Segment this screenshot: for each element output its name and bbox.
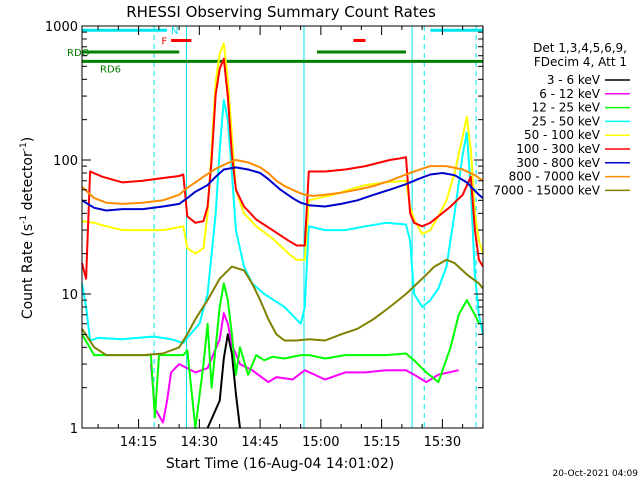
flag-label: N xyxy=(171,26,178,37)
y-tick-label: 1000 xyxy=(45,20,78,35)
legend-label: 3 - 6 keV xyxy=(547,73,601,87)
y-axis-label-exp: -1 xyxy=(19,215,29,224)
flag-label: RD6 xyxy=(100,64,121,75)
y-axis-label: Count Rate (s-1 detector-1) xyxy=(19,137,36,319)
plot-frame xyxy=(81,25,484,429)
x-tick-label: 15:00 xyxy=(302,435,339,450)
flag-label: RDO xyxy=(67,48,90,59)
x-tick-label: 15:30 xyxy=(424,435,461,450)
legend: Det 1,3,4,5,6,9, FDecim 4, Att 1 3 - 6 k… xyxy=(493,41,630,197)
x-tick-label: 15:15 xyxy=(363,435,400,450)
y-tick-label: 100 xyxy=(53,154,78,169)
legend-label: 300 - 800 keV xyxy=(516,156,600,170)
series-line xyxy=(81,258,484,357)
y-tick-label: 10 xyxy=(61,288,78,303)
x-axis-label: Start Time (16-Aug-04 14:01:02) xyxy=(166,456,394,472)
y-axis-label-part: Count Rate (s xyxy=(20,224,36,319)
series-line xyxy=(81,99,484,345)
series-line xyxy=(81,42,484,261)
series-line xyxy=(81,282,480,429)
series-line xyxy=(206,333,241,429)
flag-label: F xyxy=(161,36,167,47)
legend-header: FDecim 4, Att 1 xyxy=(534,55,627,69)
timestamp: 20-Oct-2021 04:09 xyxy=(553,469,639,479)
legend-label: 50 - 100 keV xyxy=(524,128,601,142)
y-axis-label-part: detector xyxy=(20,151,36,215)
x-axis: 14:15 14:30 14:45 15:00 15:15 15:30 xyxy=(97,26,484,450)
y-tick-label: 1 xyxy=(70,422,78,437)
legend-header: Det 1,3,4,5,6,9, xyxy=(533,41,627,55)
legend-label: 100 - 300 keV xyxy=(516,142,600,156)
x-tick-label: 14:15 xyxy=(120,435,157,450)
legend-label: 6 - 12 keV xyxy=(539,87,601,101)
y-axis-label-part: ) xyxy=(20,137,36,142)
plot-area xyxy=(81,26,477,428)
series-line xyxy=(81,159,484,205)
series-layer xyxy=(81,42,484,429)
flag-layer: NF RDO RD6 xyxy=(67,26,483,75)
legend-label: 25 - 50 keV xyxy=(532,114,601,128)
series-line xyxy=(81,57,484,280)
y-axis-label-exp: -1 xyxy=(19,142,29,151)
x-tick-label: 14:30 xyxy=(181,435,218,450)
series-line xyxy=(149,312,459,424)
y-axis: 1 10 100 1000 xyxy=(45,20,483,437)
series-line xyxy=(81,166,484,212)
legend-label: 7000 - 15000 keV xyxy=(493,183,600,197)
x-tick-label: 14:45 xyxy=(241,435,278,450)
chart-title: RHESSI Observing Summary Count Rates xyxy=(126,3,436,21)
legend-label: 12 - 25 keV xyxy=(532,101,601,115)
legend-label: 800 - 7000 keV xyxy=(509,170,601,184)
